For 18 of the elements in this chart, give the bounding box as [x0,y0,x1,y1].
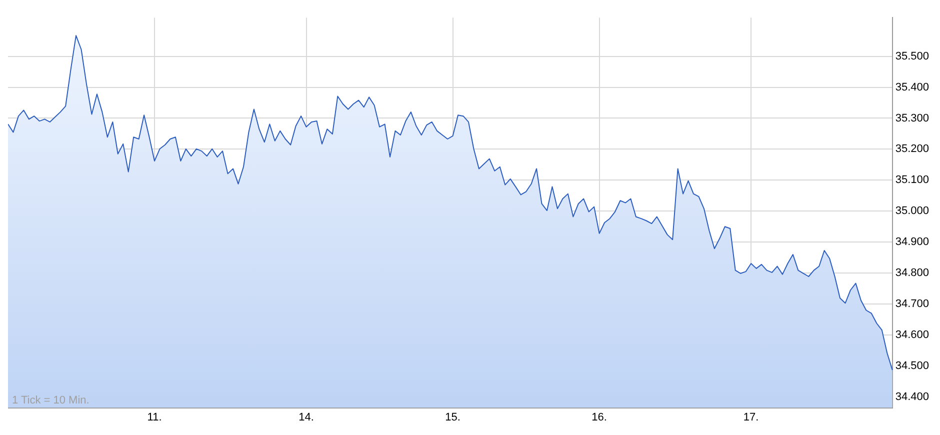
y-tick-label: 34.600 [895,329,930,342]
x-tick-label: 15. [445,411,460,424]
y-tick-label: 34.500 [895,360,930,372]
y-tick-label: 35.400 [895,81,930,94]
y-tick-label: 35.300 [895,112,930,124]
y-tick-label: 35.100 [895,174,930,186]
y-tick-label: 35.200 [895,143,930,156]
x-tick-label: 14. [298,411,314,424]
x-tick-label: 17. [743,411,759,424]
y-tick-label: 35.000 [895,205,930,218]
y-tick-label: 35.500 [895,50,930,62]
y-tick-label: 34.400 [895,390,930,403]
annotation: 1 Tick = 10 Min. [12,394,90,406]
x-tick-label: 11. [147,411,162,424]
y-tick-label: 34.800 [895,267,930,280]
y-tick-label: 34.900 [895,236,930,248]
x-tick-label: 16. [592,411,607,424]
y-tick-label: 34.700 [895,298,930,310]
